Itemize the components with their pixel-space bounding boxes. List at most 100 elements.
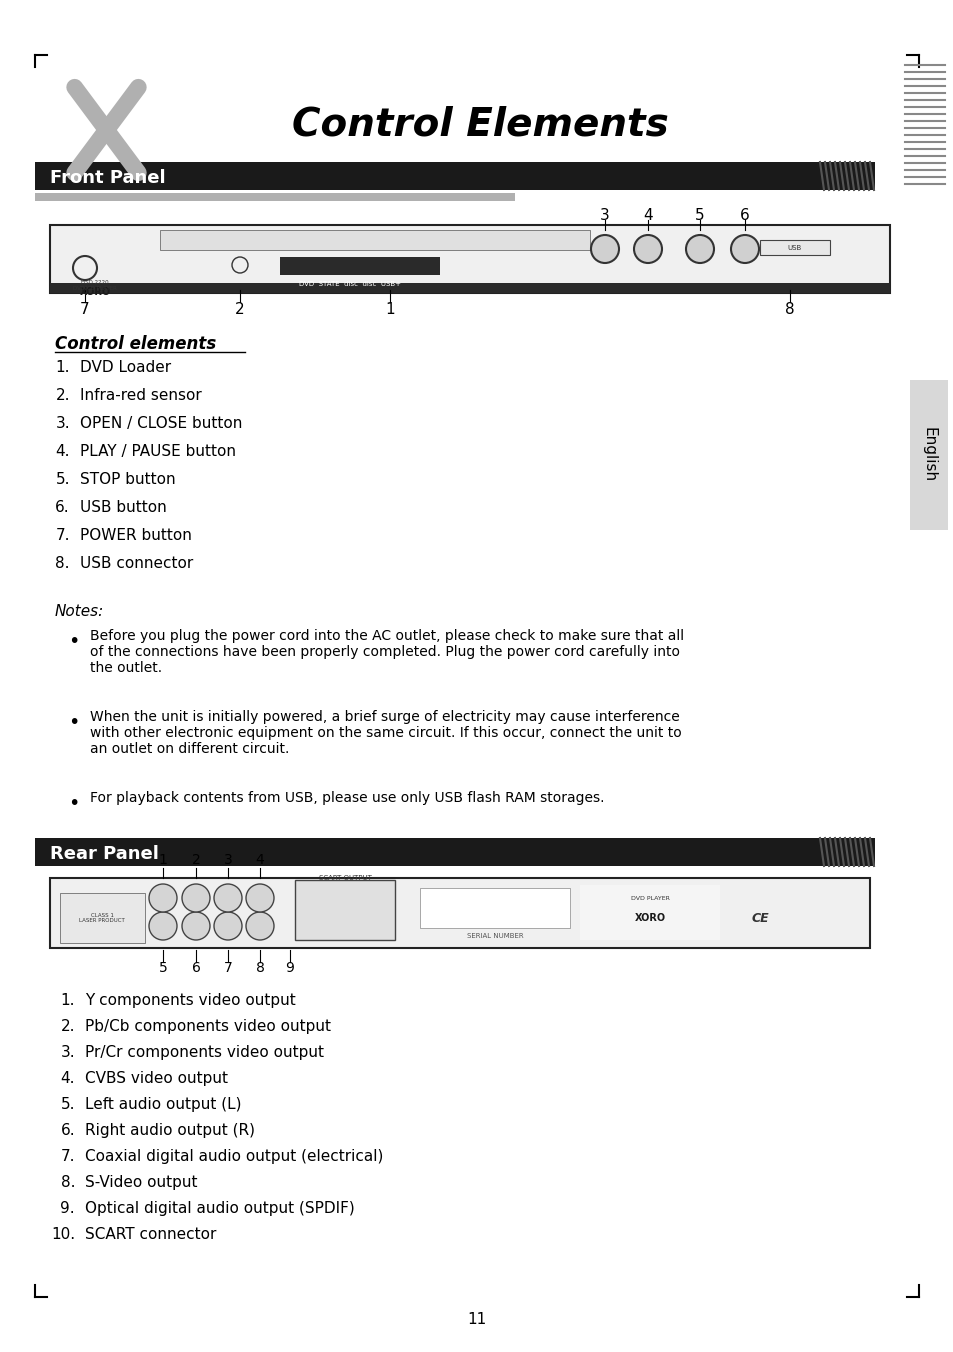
- Text: 5.: 5.: [55, 472, 70, 487]
- Text: Coaxial digital audio output (electrical): Coaxial digital audio output (electrical…: [85, 1149, 383, 1164]
- Text: English: English: [921, 427, 936, 483]
- Text: USB button: USB button: [80, 500, 167, 515]
- Text: HSD 2220
DVD/CD PLAYER: HSD 2220 DVD/CD PLAYER: [73, 280, 117, 291]
- Text: 4.: 4.: [55, 443, 70, 458]
- Text: 9: 9: [285, 961, 294, 975]
- Text: Control Elements: Control Elements: [292, 105, 668, 145]
- Text: 4.: 4.: [60, 1071, 75, 1086]
- Text: Left audio output (L): Left audio output (L): [85, 1096, 241, 1111]
- Text: 1.: 1.: [60, 992, 75, 1009]
- Circle shape: [246, 884, 274, 913]
- Circle shape: [213, 913, 242, 940]
- Text: 1.: 1.: [55, 360, 70, 375]
- Bar: [35, 838, 874, 867]
- Circle shape: [149, 884, 177, 913]
- Text: Pb/Cb components video output: Pb/Cb components video output: [85, 1019, 331, 1034]
- Text: 5: 5: [695, 207, 704, 223]
- Bar: [50, 283, 889, 293]
- Text: 3.: 3.: [60, 1045, 75, 1060]
- Text: When the unit is initially powered, a brief surge of electricity may cause inter: When the unit is initially powered, a br…: [90, 710, 681, 756]
- Text: DVD Loader: DVD Loader: [80, 360, 171, 375]
- Bar: [55, 260, 135, 281]
- Bar: [294, 880, 395, 940]
- Text: Right audio output (R): Right audio output (R): [85, 1124, 254, 1138]
- Bar: [50, 877, 869, 948]
- Text: Before you plug the power cord into the AC outlet, please check to make sure tha: Before you plug the power cord into the …: [90, 629, 683, 676]
- Text: CLASS 1
LASER PRODUCT: CLASS 1 LASER PRODUCT: [79, 913, 125, 923]
- Text: 4: 4: [255, 853, 264, 867]
- Bar: [909, 380, 947, 530]
- Text: 1: 1: [385, 303, 395, 318]
- Text: DVD  STATE  disc  disc  USB+: DVD STATE disc disc USB+: [298, 281, 400, 287]
- Text: 8: 8: [255, 961, 264, 975]
- Text: 8.: 8.: [60, 1175, 75, 1190]
- Text: POWER button: POWER button: [80, 529, 192, 544]
- Text: XORO: XORO: [634, 913, 665, 923]
- Text: •: •: [68, 713, 79, 731]
- Text: •: •: [68, 631, 79, 652]
- Text: 6.: 6.: [60, 1124, 75, 1138]
- Circle shape: [685, 235, 713, 264]
- Text: 5: 5: [158, 961, 167, 975]
- Circle shape: [730, 235, 759, 264]
- Text: CVBS video output: CVBS video output: [85, 1071, 228, 1086]
- Text: 2.: 2.: [60, 1019, 75, 1034]
- Text: 5.: 5.: [60, 1096, 75, 1111]
- Text: 2.: 2.: [55, 388, 70, 403]
- Text: Y components video output: Y components video output: [85, 992, 295, 1009]
- Text: 6: 6: [192, 961, 200, 975]
- Text: Control elements: Control elements: [55, 335, 216, 353]
- Text: 11: 11: [467, 1313, 486, 1328]
- Text: 7.: 7.: [55, 529, 70, 544]
- Bar: [419, 888, 569, 927]
- Text: 10.: 10.: [51, 1228, 75, 1242]
- Text: 3: 3: [223, 853, 233, 867]
- Text: 6.: 6.: [55, 500, 70, 515]
- Text: OPEN / CLOSE button: OPEN / CLOSE button: [80, 416, 242, 431]
- Circle shape: [213, 884, 242, 913]
- Circle shape: [634, 235, 661, 264]
- Bar: [160, 230, 589, 250]
- Circle shape: [246, 913, 274, 940]
- Text: DVD PLAYER: DVD PLAYER: [630, 895, 669, 900]
- Text: SCART connector: SCART connector: [85, 1228, 216, 1242]
- Text: Pr/Cr components video output: Pr/Cr components video output: [85, 1045, 324, 1060]
- Bar: [50, 224, 889, 293]
- Text: 7.: 7.: [60, 1149, 75, 1164]
- Text: 3: 3: [599, 207, 609, 223]
- Text: CE: CE: [750, 911, 768, 925]
- Text: 6: 6: [740, 207, 749, 223]
- Text: PLAY / PAUSE button: PLAY / PAUSE button: [80, 443, 235, 458]
- Bar: [760, 241, 829, 256]
- Text: 1: 1: [158, 853, 168, 867]
- Circle shape: [590, 235, 618, 264]
- Text: 2: 2: [192, 853, 200, 867]
- Text: •: •: [68, 794, 79, 813]
- Text: 2: 2: [235, 303, 245, 318]
- Text: 7: 7: [80, 303, 90, 318]
- Text: Front Panel: Front Panel: [50, 169, 166, 187]
- Bar: [35, 193, 515, 201]
- Text: SCART OUTPUT: SCART OUTPUT: [318, 875, 371, 882]
- Bar: [280, 257, 439, 274]
- Text: USB connector: USB connector: [80, 556, 193, 571]
- Text: 8.: 8.: [55, 556, 70, 571]
- Text: USB: USB: [787, 245, 801, 251]
- Text: 8: 8: [784, 303, 794, 318]
- Bar: [579, 886, 720, 940]
- Text: 7: 7: [223, 961, 233, 975]
- Circle shape: [182, 913, 210, 940]
- Text: Optical digital audio output (SPDIF): Optical digital audio output (SPDIF): [85, 1201, 355, 1215]
- Text: Infra-red sensor: Infra-red sensor: [80, 388, 201, 403]
- Text: 3.: 3.: [55, 416, 70, 431]
- Text: 4: 4: [642, 207, 652, 223]
- Text: STOP button: STOP button: [80, 472, 175, 487]
- Text: Rear Panel: Rear Panel: [50, 845, 159, 863]
- Text: Notes:: Notes:: [55, 604, 104, 619]
- Circle shape: [182, 884, 210, 913]
- Circle shape: [149, 913, 177, 940]
- Text: 9.: 9.: [60, 1201, 75, 1215]
- Bar: [60, 894, 145, 942]
- Text: For playback contents from USB, please use only USB flash RAM storages.: For playback contents from USB, please u…: [90, 791, 604, 804]
- Bar: [35, 162, 874, 191]
